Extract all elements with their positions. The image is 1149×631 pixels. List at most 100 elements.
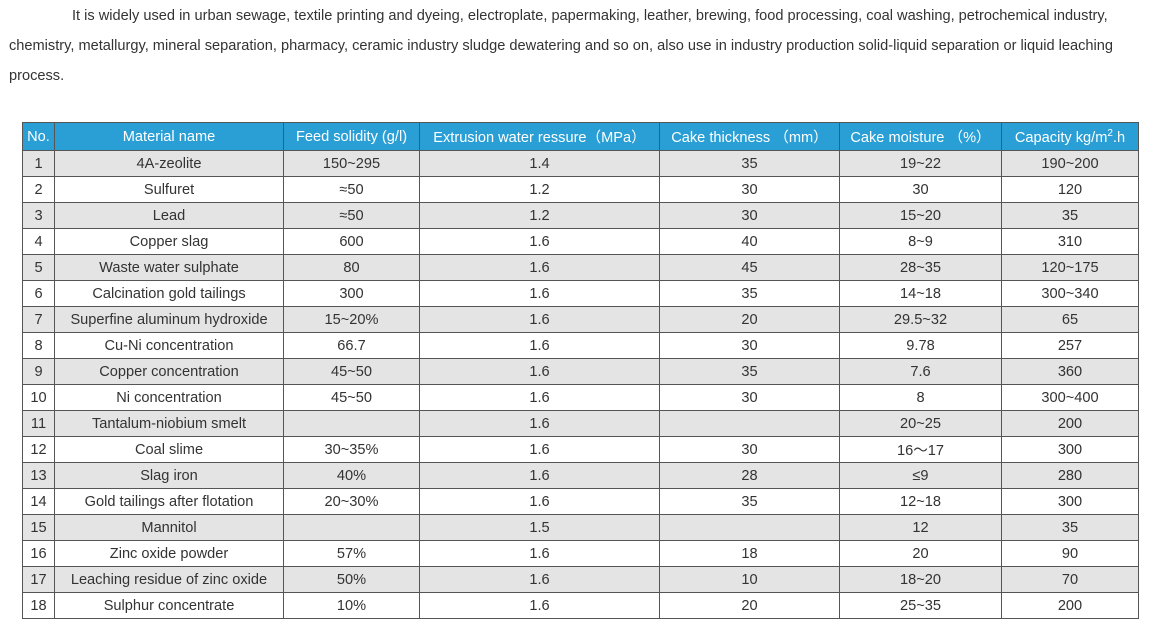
table-cell: 120 (1001, 176, 1139, 203)
table-row: 3 Lead ≈50 1.2 30 15~20 35 (22, 202, 1139, 229)
table-cell: 11 (22, 410, 55, 437)
header-cell: Material name (54, 122, 284, 151)
table-cell: 1.6 (419, 540, 660, 567)
table-cell: 35 (659, 280, 840, 307)
spec-table: No. Material name Feed solidity (g/l) Extru… (22, 122, 1139, 619)
table-cell: 18~20 (839, 566, 1002, 593)
table-row: 2 Sulfuret ≈50 1.2 30 30 120 (22, 176, 1139, 203)
table-cell: 12 (839, 514, 1002, 541)
table-cell: 25~35 (839, 592, 1002, 619)
table-cell: Zinc oxide powder (54, 540, 284, 567)
table-cell: 190~200 (1001, 150, 1139, 177)
table-cell: Waste water sulphate (54, 254, 284, 281)
table-cell: 70 (1001, 566, 1139, 593)
table-cell: 30~35% (283, 436, 420, 463)
table-cell: Calcination gold tailings (54, 280, 284, 307)
table-cell (283, 410, 420, 437)
table-cell: 360 (1001, 358, 1139, 385)
table-cell: 45~50 (283, 358, 420, 385)
table-cell: Gold tailings after flotation (54, 488, 284, 515)
table-cell: 35 (659, 150, 840, 177)
table-cell: 300 (283, 280, 420, 307)
table-cell: 19~22 (839, 150, 1002, 177)
table-cell: 8 (22, 332, 55, 359)
table-cell: 300 (1001, 488, 1139, 515)
table-cell: 200 (1001, 410, 1139, 437)
table-row: 13 Slag iron 40% 1.6 28 ≤9 280 (22, 462, 1139, 489)
table-cell: Leaching residue of zinc oxide (54, 566, 284, 593)
table-row: 10 Ni concentration 45~50 1.6 30 8 300~400 (22, 384, 1139, 411)
table-cell: 1.4 (419, 150, 660, 177)
table-cell: 1.5 (419, 514, 660, 541)
table-cell: 1.6 (419, 410, 660, 437)
table-cell: Lead (54, 202, 284, 229)
table-cell: 1.6 (419, 488, 660, 515)
table-cell (283, 514, 420, 541)
table-cell: 66.7 (283, 332, 420, 359)
table-cell: 280 (1001, 462, 1139, 489)
intro-paragraph: It is widely used in urban sewage, texti… (9, 8, 1114, 84)
table-cell: 9 (22, 358, 55, 385)
table-cell: 80 (283, 254, 420, 281)
table-cell: 6 (22, 280, 55, 307)
table-row: 1 4A-zeolite 150~295 1.4 35 19~22 190~200 (22, 150, 1139, 177)
table-cell: Slag iron (54, 462, 284, 489)
table-cell: 20 (659, 306, 840, 333)
table-cell: 15 (22, 514, 55, 541)
table-cell: 40% (283, 462, 420, 489)
table-cell: 12 (22, 436, 55, 463)
table-cell: 9.78 (839, 332, 1002, 359)
header-text: Capacity kg/m (1014, 129, 1108, 146)
table-cell: Sulfuret (54, 176, 284, 203)
table-cell: 30 (659, 176, 840, 203)
table-cell: 20~25 (839, 410, 1002, 437)
table-cell: 1.2 (419, 202, 660, 229)
table-cell: 7.6 (839, 358, 1002, 385)
table-cell: 28~35 (839, 254, 1002, 281)
table-cell: 1.6 (419, 332, 660, 359)
table-row: 9 Copper concentration 45~50 1.6 35 7.6 360 (22, 358, 1139, 385)
table-cell: 18 (22, 592, 55, 619)
table-cell: 120~175 (1001, 254, 1139, 281)
table-cell: 20 (659, 592, 840, 619)
table-cell: ≤9 (839, 462, 1002, 489)
header-text: .h (1112, 129, 1126, 146)
table-cell: ≈50 (283, 176, 420, 203)
table-row: 18 Sulphur concentrate 10% 1.6 20 25~35 200 (22, 592, 1139, 619)
table-cell: 35 (1001, 202, 1139, 229)
table-cell: 1.6 (419, 358, 660, 385)
table-cell: 5 (22, 254, 55, 281)
table-cell: 90 (1001, 540, 1139, 567)
table-cell: Tantalum-niobium smelt (54, 410, 284, 437)
table-cell: 28 (659, 462, 840, 489)
table-cell: 20~30% (283, 488, 420, 515)
table-cell: Mannitol (54, 514, 284, 541)
table-cell: 1.6 (419, 280, 660, 307)
table-cell: 18 (659, 540, 840, 567)
table-cell: ≈50 (283, 202, 420, 229)
header-cell: No. (22, 122, 55, 151)
table-cell: 10 (22, 384, 55, 411)
table-cell: 17 (22, 566, 55, 593)
table-cell: 1.6 (419, 254, 660, 281)
header-cell: Cake thickness （mm） (659, 122, 840, 151)
header-cell: Cake moisture （%） (839, 122, 1002, 151)
table-cell: 20 (839, 540, 1002, 567)
table-cell: Sulphur concentrate (54, 592, 284, 619)
table-row: 4 Copper slag 600 1.6 40 8~9 310 (22, 228, 1139, 255)
table-cell: 1.6 (419, 306, 660, 333)
table-cell: 45~50 (283, 384, 420, 411)
table-cell: 200 (1001, 592, 1139, 619)
table-cell: 65 (1001, 306, 1139, 333)
table-cell: 1.6 (419, 384, 660, 411)
table-cell (659, 410, 840, 437)
table-cell: Ni concentration (54, 384, 284, 411)
table-cell: 15~20% (283, 306, 420, 333)
table-cell: 1.6 (419, 228, 660, 255)
table-row: 12 Coal slime 30~35% 1.6 30 16～17 300 (22, 436, 1139, 463)
table-cell: 257 (1001, 332, 1139, 359)
table-cell: 16 (22, 540, 55, 567)
table-cell: 30 (659, 436, 840, 463)
table-cell: 35 (659, 358, 840, 385)
